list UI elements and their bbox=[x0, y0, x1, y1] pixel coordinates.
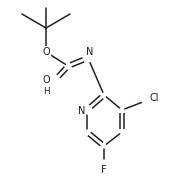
Text: O: O bbox=[42, 47, 50, 57]
Text: O: O bbox=[42, 75, 50, 85]
Text: H: H bbox=[43, 86, 49, 96]
Text: N: N bbox=[78, 106, 86, 116]
Text: F: F bbox=[101, 165, 107, 175]
Text: Cl: Cl bbox=[150, 93, 160, 103]
Text: N: N bbox=[86, 47, 94, 57]
